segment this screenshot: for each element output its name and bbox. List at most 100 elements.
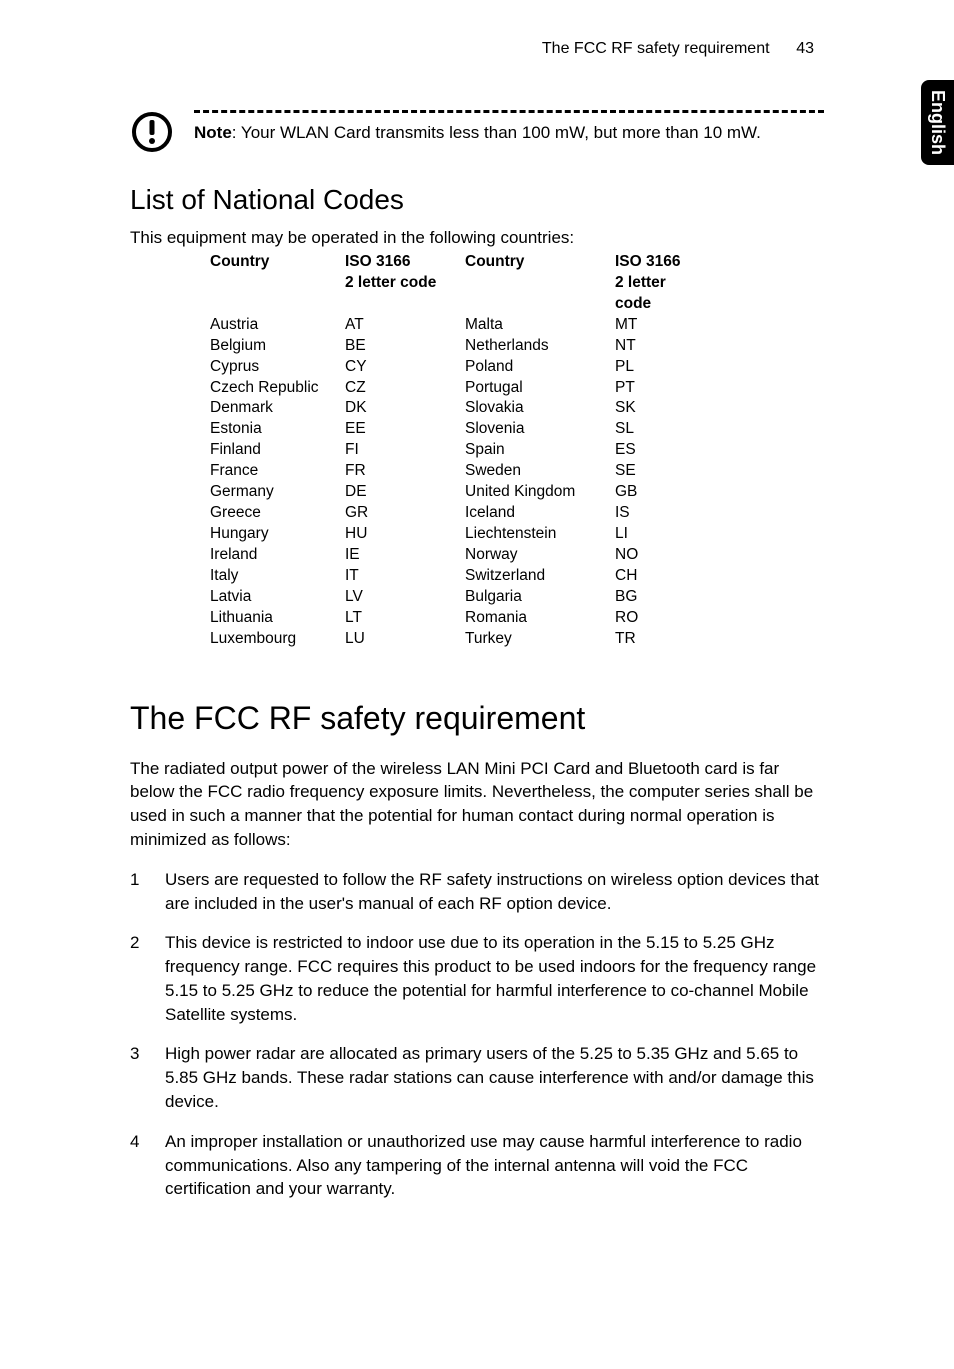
cell-country: Lithuania xyxy=(210,608,345,629)
cell-code: DK xyxy=(345,398,465,419)
cell-code: NT xyxy=(615,336,695,357)
cell-country: Turkey xyxy=(465,629,615,650)
cell-code: LV xyxy=(345,587,465,608)
table-row: CyprusCYPolandPL xyxy=(210,357,824,378)
list-text: Users are requested to follow the RF saf… xyxy=(165,868,824,916)
cell-country: Netherlands xyxy=(465,336,615,357)
fcc-paragraph: The radiated output power of the wireles… xyxy=(130,757,824,852)
table-row: HungaryHULiechtensteinLI xyxy=(210,524,824,545)
table-row: IrelandIENorwayNO xyxy=(210,545,824,566)
national-codes-heading: List of National Codes xyxy=(130,184,824,216)
cell-country: Poland xyxy=(465,357,615,378)
table-body: AustriaATMaltaMTBelgiumBENetherlandsNTCy… xyxy=(210,315,824,650)
list-text: An improper installation or unauthorized… xyxy=(165,1130,824,1201)
table-row: AustriaATMaltaMT xyxy=(210,315,824,336)
cell-code: CY xyxy=(345,357,465,378)
list-number: 4 xyxy=(130,1130,165,1201)
cell-code: LI xyxy=(615,524,695,545)
th-iso2-line2: 2 letter code xyxy=(615,274,666,312)
cell-country: Slovenia xyxy=(465,419,615,440)
table-row: Czech RepublicCZPortugalPT xyxy=(210,378,824,399)
cell-country: Latvia xyxy=(210,587,345,608)
cell-code: SK xyxy=(615,398,695,419)
cell-country: France xyxy=(210,461,345,482)
cell-country: Greece xyxy=(210,503,345,524)
cell-code: CH xyxy=(615,566,695,587)
list-number: 2 xyxy=(130,931,165,1026)
table-row: FinlandFISpainES xyxy=(210,440,824,461)
cell-country: Germany xyxy=(210,482,345,503)
running-header: The FCC RF safety requirement 43 xyxy=(542,40,814,58)
cell-country: Portugal xyxy=(465,378,615,399)
exclamation-icon xyxy=(130,110,174,154)
table-header-row: Country ISO 3166 2 letter code Country I… xyxy=(210,252,824,315)
list-item: 4An improper installation or unauthorize… xyxy=(130,1130,824,1201)
list-text: This device is restricted to indoor use … xyxy=(165,931,824,1026)
cell-code: FR xyxy=(345,461,465,482)
table-row: DenmarkDKSlovakiaSK xyxy=(210,398,824,419)
cell-country: Liechtenstein xyxy=(465,524,615,545)
table-row: LithuaniaLTRomaniaRO xyxy=(210,608,824,629)
cell-country: Finland xyxy=(210,440,345,461)
cell-code: FI xyxy=(345,440,465,461)
cell-country: Cyprus xyxy=(210,357,345,378)
cell-code: IT xyxy=(345,566,465,587)
note-body: Note: Your WLAN Card transmits less than… xyxy=(194,110,824,145)
cell-code: IE xyxy=(345,545,465,566)
th-iso-line2: 2 letter code xyxy=(345,274,436,291)
cell-country: Norway xyxy=(465,545,615,566)
fcc-list: 1Users are requested to follow the RF sa… xyxy=(130,868,824,1202)
national-codes-intro: This equipment may be operated in the fo… xyxy=(130,228,824,248)
cell-country: Ireland xyxy=(210,545,345,566)
cell-code: BE xyxy=(345,336,465,357)
cell-country: Bulgaria xyxy=(465,587,615,608)
cell-code: LT xyxy=(345,608,465,629)
cell-code: LU xyxy=(345,629,465,650)
cell-code: CZ xyxy=(345,378,465,399)
table-row: EstoniaEESloveniaSL xyxy=(210,419,824,440)
page-number: 43 xyxy=(796,40,814,57)
table-row: BelgiumBENetherlandsNT xyxy=(210,336,824,357)
note-text: Note: Your WLAN Card transmits less than… xyxy=(194,121,824,145)
cell-code: BG xyxy=(615,587,695,608)
list-text: High power radar are allocated as primar… xyxy=(165,1042,824,1113)
cell-code: DE xyxy=(345,482,465,503)
dash-line xyxy=(194,110,824,113)
note-block: Note: Your WLAN Card transmits less than… xyxy=(130,110,824,154)
list-number: 3 xyxy=(130,1042,165,1113)
cell-country: Slovakia xyxy=(465,398,615,419)
cell-code: TR xyxy=(615,629,695,650)
note-label: Note xyxy=(194,123,232,142)
note-content: : Your WLAN Card transmits less than 100… xyxy=(232,123,761,142)
cell-country: Spain xyxy=(465,440,615,461)
cell-code: EE xyxy=(345,419,465,440)
cell-country: Sweden xyxy=(465,461,615,482)
cell-country: Belgium xyxy=(210,336,345,357)
list-item: 1Users are requested to follow the RF sa… xyxy=(130,868,824,916)
cell-country: Austria xyxy=(210,315,345,336)
page-content: The FCC RF safety requirement 43 Note: Y… xyxy=(0,0,954,1277)
list-item: 3High power radar are allocated as prima… xyxy=(130,1042,824,1113)
table-row: ItalyITSwitzerlandCH xyxy=(210,566,824,587)
table-row: FranceFRSwedenSE xyxy=(210,461,824,482)
th-iso: ISO 3166 2 letter code xyxy=(345,252,465,315)
cell-country: Denmark xyxy=(210,398,345,419)
cell-country: Switzerland xyxy=(465,566,615,587)
national-codes-table: Country ISO 3166 2 letter code Country I… xyxy=(210,252,824,650)
list-number: 1 xyxy=(130,868,165,916)
cell-code: MT xyxy=(615,315,695,336)
cell-code: NO xyxy=(615,545,695,566)
header-title: The FCC RF safety requirement xyxy=(542,40,770,57)
th-iso-2: ISO 3166 2 letter code xyxy=(615,252,695,315)
th-country: Country xyxy=(210,252,345,315)
cell-code: PL xyxy=(615,357,695,378)
cell-country: United Kingdom xyxy=(465,482,615,503)
cell-code: GR xyxy=(345,503,465,524)
cell-code: SE xyxy=(615,461,695,482)
fcc-heading: The FCC RF safety requirement xyxy=(130,700,824,737)
table-row: LatviaLVBulgariaBG xyxy=(210,587,824,608)
table-row: GermanyDEUnited KingdomGB xyxy=(210,482,824,503)
cell-country: Estonia xyxy=(210,419,345,440)
cell-country: Malta xyxy=(465,315,615,336)
list-item: 2This device is restricted to indoor use… xyxy=(130,931,824,1026)
